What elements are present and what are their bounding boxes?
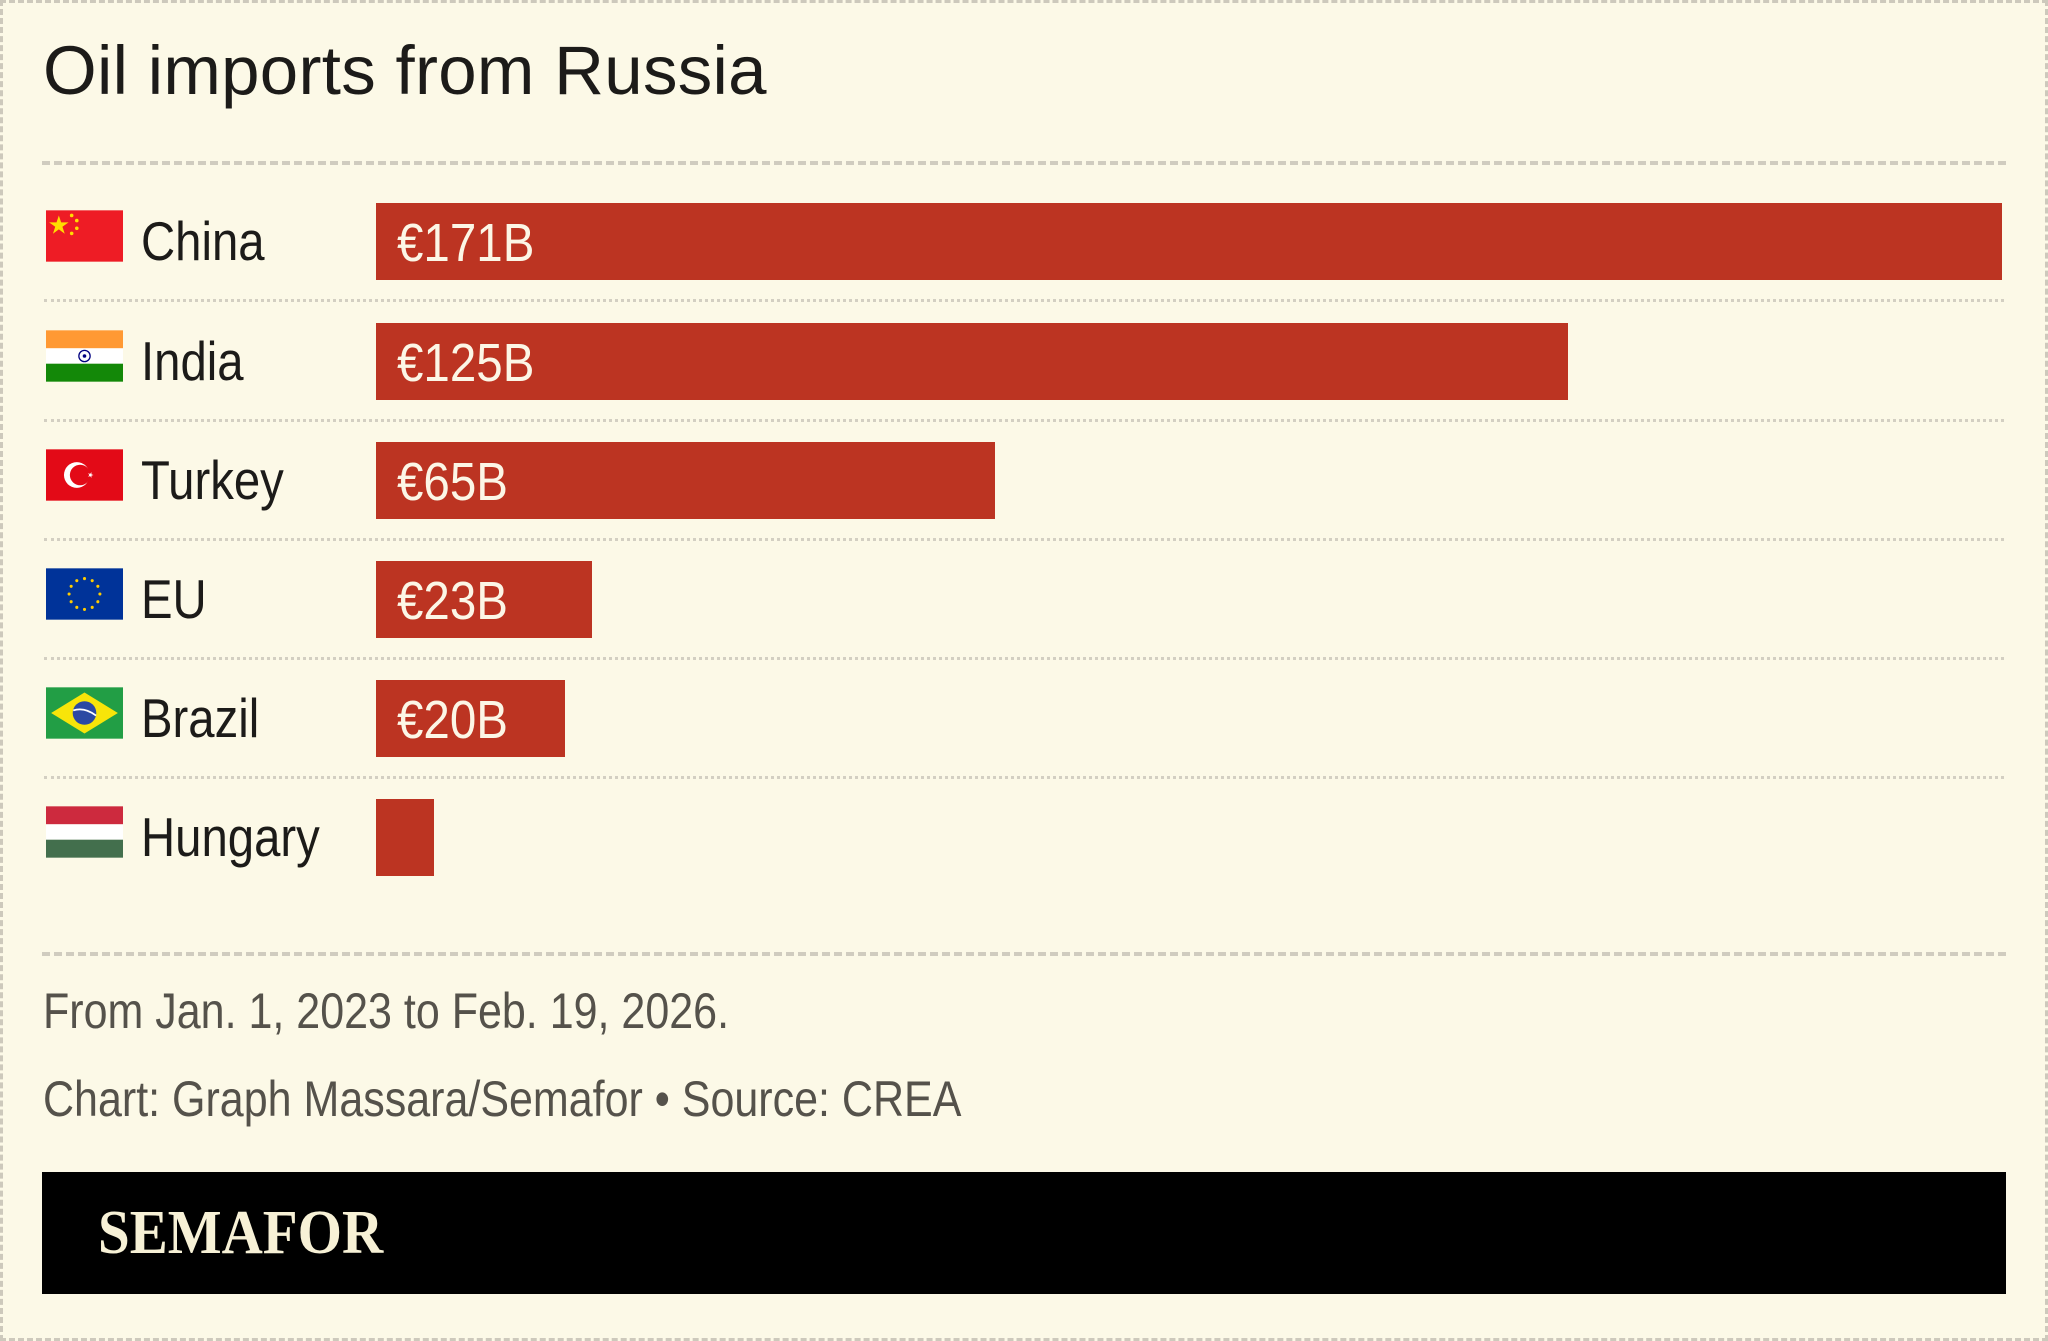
bar-value-label: €125B [397,333,535,393]
bar-eu: €23B [376,561,592,638]
date-range-note: From Jan. 1, 2023 to Feb. 19, 2026. [43,983,730,1039]
source-credit: Chart: Graph Massara/Semafor • Source: C… [43,1071,962,1127]
bar-china: €171B [376,203,2002,280]
bar-value-label: €23B [397,571,508,631]
row-separator [44,657,2004,660]
bar-brazil: €20B [376,680,565,757]
row-separator [44,538,2004,541]
bar-row: China €171B [0,203,2048,322]
bottom-divider [42,952,2006,956]
hungary-flag-icon [46,803,123,861]
country-label: Hungary [141,806,320,868]
bar-india: €125B [376,323,1568,400]
bar-row: Hungary [0,799,2048,918]
country-label: India [141,330,244,392]
turkey-flag-icon [46,446,123,504]
bar-turkey: €65B [376,442,995,519]
eu-flag-icon [46,565,123,623]
china-flag-icon [46,207,123,265]
bar-row: Turkey €65B [0,442,2048,561]
bar-row: EU €23B [0,561,2048,680]
bar-row: Brazil €20B [0,680,2048,799]
india-flag-icon [46,327,123,385]
bar-hungary [376,799,434,876]
bar-row: India €125B [0,323,2048,442]
semafor-logo: SEMAFOR [98,1199,384,1267]
brazil-flag-icon [46,684,123,742]
bar-value-label: €171B [397,213,535,273]
top-divider [42,161,2006,165]
chart-title: Oil imports from Russia [43,32,767,109]
row-separator [44,776,2004,779]
bar-value-label: €65B [397,452,508,512]
country-label: China [141,210,265,272]
country-label: EU [141,568,207,630]
brand-footer: SEMAFOR [42,1172,2006,1294]
row-separator [44,419,2004,422]
bar-value-label: €20B [397,690,508,750]
country-label: Brazil [141,687,260,749]
row-separator [44,299,2004,302]
country-label: Turkey [141,449,284,511]
